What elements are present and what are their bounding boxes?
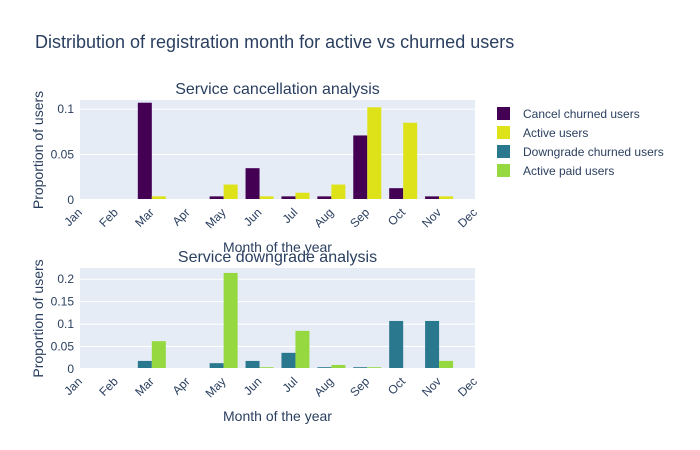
bar (245, 168, 260, 200)
legend-item-active[interactable]: Active users (497, 123, 664, 142)
bar (151, 196, 166, 200)
x-tick-label: Mar (132, 374, 157, 399)
bar (209, 363, 224, 369)
bar (295, 192, 310, 200)
legend-swatch (497, 164, 510, 177)
x-tick-label: Sep (347, 374, 372, 399)
y-tick-label: 0.1 (57, 102, 74, 116)
x-tick-label: Jan (61, 205, 85, 229)
x-tick-label: Apr (170, 205, 193, 228)
bar (137, 102, 152, 200)
x-tick-label: Sep (347, 205, 372, 230)
legend-label: Cancel churned users (523, 106, 640, 121)
bar (367, 107, 382, 200)
bar (281, 196, 296, 200)
legend[interactable]: Cancel churned users Active users Downgr… (497, 104, 664, 180)
x-axis-title: Month of the year (223, 408, 332, 424)
bar (137, 360, 152, 369)
bar (317, 196, 332, 200)
bar (245, 360, 260, 369)
legend-label: Active paid users (523, 163, 615, 178)
x-tick-label: Jun (241, 374, 265, 398)
x-tick-label: Oct (385, 205, 409, 229)
legend-item-active-paid[interactable]: Active paid users (497, 161, 664, 180)
bar (353, 135, 368, 200)
y-tick-label: 0.05 (51, 148, 75, 162)
bar (425, 320, 440, 369)
x-axis-title: Month of the year (223, 239, 332, 255)
x-tick-label: Jul (280, 205, 301, 226)
x-tick-label: Mar (132, 205, 157, 230)
x-tick-label: Aug (311, 374, 336, 399)
x-tick-label: Jul (280, 374, 301, 395)
bar (425, 196, 440, 200)
x-tick-label: Apr (170, 374, 193, 397)
bar (223, 272, 238, 369)
subplot-title: Service downgrade analysis (178, 249, 377, 266)
y-tick-label: 0 (67, 193, 74, 207)
x-tick-label: May (203, 374, 229, 400)
legend-label: Downgrade churned users (523, 144, 664, 159)
x-tick-label: Dec (455, 374, 480, 399)
x-tick-label: Jan (61, 374, 85, 398)
y-tick-label: 0.1 (57, 317, 74, 331)
bar (389, 188, 404, 200)
y-axis-title: Proportion of users (30, 91, 46, 209)
x-tick-label: May (203, 205, 229, 231)
figure-title: Distribution of registration month for a… (35, 32, 515, 52)
legend-swatch (497, 126, 510, 139)
x-tick-label: Feb (96, 374, 121, 399)
x-tick-label: Nov (419, 205, 444, 230)
subplot-title: Service cancellation analysis (175, 81, 380, 98)
bar (439, 196, 454, 200)
bar (281, 352, 296, 369)
legend-swatch (497, 145, 510, 158)
x-tick-label: Jun (241, 205, 265, 229)
y-tick-label: 0.15 (51, 295, 75, 309)
bar (223, 184, 238, 200)
y-tick-label: 0.2 (57, 272, 74, 286)
legend-swatch (497, 107, 510, 120)
plot-background (80, 268, 475, 369)
x-tick-label: Nov (419, 374, 444, 399)
legend-label: Active users (523, 125, 589, 140)
bar (403, 122, 418, 200)
x-tick-label: Oct (385, 374, 409, 398)
bar (151, 341, 166, 369)
y-tick-label: 0 (67, 362, 74, 376)
x-tick-label: Dec (455, 205, 480, 230)
bar (295, 330, 310, 369)
y-tick-label: 0.05 (51, 340, 75, 354)
x-tick-label: Feb (96, 205, 121, 230)
legend-item-cancel-churned[interactable]: Cancel churned users (497, 104, 664, 123)
legend-item-downgrade-churned[interactable]: Downgrade churned users (497, 142, 664, 161)
bar (209, 196, 224, 200)
y-axis-title: Proportion of users (30, 259, 46, 377)
x-tick-label: Aug (311, 205, 336, 230)
bar (439, 360, 454, 369)
bar (331, 184, 346, 200)
bar (259, 196, 274, 200)
bar (331, 364, 346, 369)
bar (389, 320, 404, 369)
